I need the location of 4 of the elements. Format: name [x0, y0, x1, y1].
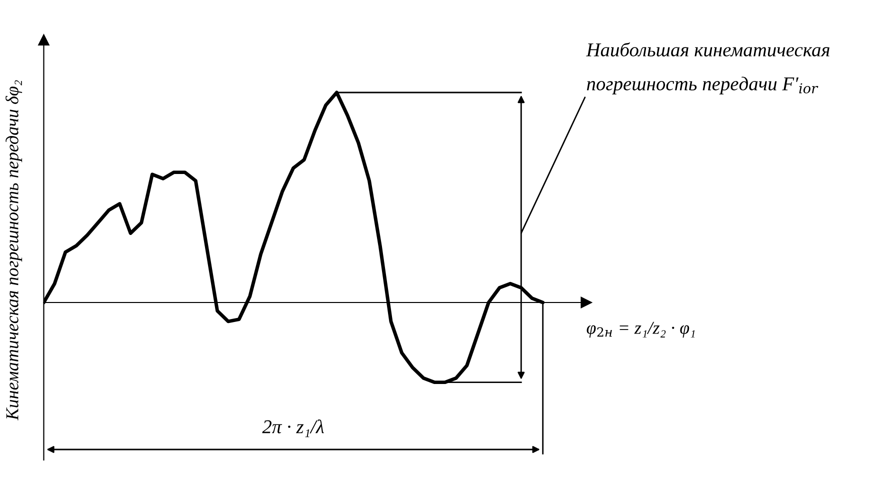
- x-axis-title: φ$_{2н}$ = z₁/z₂ · φ₁: [586, 322, 695, 338]
- text: Наибольшая кинематическая погрешность передачи F′$_{ior}$: [586, 42, 830, 94]
- text: 2π · z₁/λ: [262, 419, 324, 438]
- y-axis-title: Кинематическая погрешность передачи δφ₂: [6, 80, 22, 420]
